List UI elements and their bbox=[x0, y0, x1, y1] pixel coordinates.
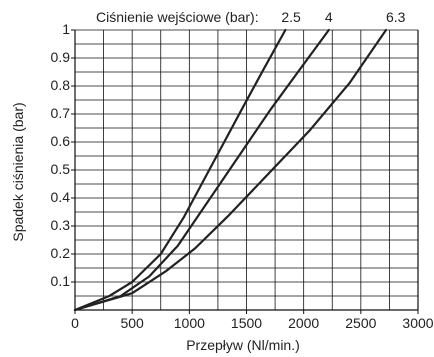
x-axis-ticks: 0 500 1000 1500 2000 2500 3000 bbox=[71, 310, 434, 331]
y-axis-label: Spadek ciśnienia (bar) bbox=[10, 102, 26, 241]
y-tick-label: 0.7 bbox=[51, 105, 71, 121]
y-tick-label: 0.6 bbox=[51, 133, 71, 149]
y-tick-label: 0.2 bbox=[51, 245, 71, 261]
chart-title: Ciśnienie wejściowe (bar): bbox=[96, 9, 259, 25]
y-tick-label: 0.9 bbox=[51, 49, 71, 65]
series-labels: 2.5 4 6.3 bbox=[281, 9, 405, 25]
x-tick-label: 0 bbox=[71, 315, 79, 331]
x-tick-label: 3000 bbox=[402, 315, 433, 331]
x-tick-label: 2500 bbox=[345, 315, 376, 331]
series-line-3 bbox=[73, 28, 388, 312]
series-label-1: 2.5 bbox=[281, 9, 301, 25]
grid-lines bbox=[74, 29, 419, 311]
x-axis-label: Przepływ (Nl/min.) bbox=[186, 337, 300, 353]
series-lines bbox=[73, 28, 388, 312]
series-label-3: 6.3 bbox=[386, 9, 406, 25]
y-tick-label: 0.5 bbox=[51, 161, 71, 177]
series-line-2 bbox=[73, 28, 330, 312]
y-tick-label: 0.8 bbox=[51, 77, 71, 93]
x-tick-label: 500 bbox=[120, 315, 144, 331]
x-tick-label: 2000 bbox=[288, 315, 319, 331]
series-line-1 bbox=[73, 28, 287, 312]
y-axis-ticks: 0.1 0.2 0.3 0.4 0.5 0.6 0.7 0.8 0.9 1 bbox=[51, 21, 75, 289]
y-tick-label: 1 bbox=[62, 21, 70, 37]
y-tick-label: 0.4 bbox=[51, 189, 71, 205]
y-tick-label: 0.1 bbox=[51, 273, 71, 289]
y-tick-label: 0.3 bbox=[51, 217, 71, 233]
series-label-2: 4 bbox=[325, 9, 333, 25]
x-tick-label: 1000 bbox=[174, 315, 205, 331]
x-tick-label: 1500 bbox=[231, 315, 262, 331]
